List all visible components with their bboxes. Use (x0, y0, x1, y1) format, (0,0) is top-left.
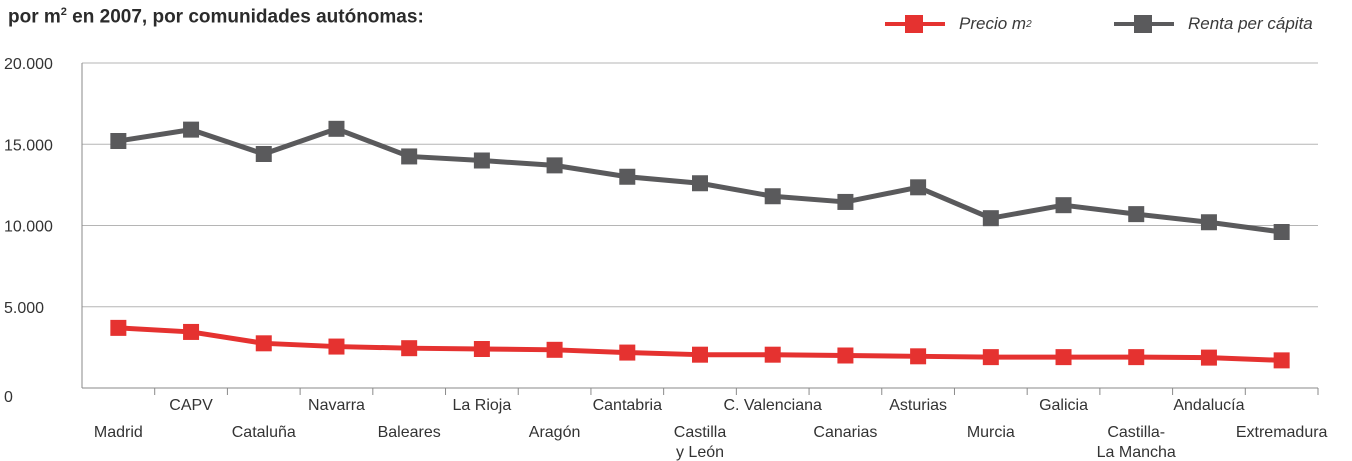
data-point-renta (764, 188, 781, 205)
data-point-renta (692, 175, 708, 192)
data-point-renta (255, 146, 272, 162)
x-tick-label: Cantabria (593, 397, 662, 414)
title-prefix: por m (8, 6, 61, 28)
y-tick-label: 15.000 (4, 137, 53, 154)
data-point-precio (1200, 349, 1217, 366)
x-tick-label: La Mancha (1097, 444, 1176, 461)
data-point-renta (1273, 224, 1290, 240)
y-tick-label: 0 (4, 389, 13, 406)
legend-item-renta: Renta per cápita (1114, 9, 1313, 39)
y-tick-label: 5.000 (4, 300, 44, 317)
data-point-precio (837, 347, 854, 364)
data-point-precio (1273, 352, 1290, 369)
data-point-renta (1200, 214, 1217, 231)
x-tick-label: Extremadura (1236, 424, 1328, 441)
x-tick-label: Canarias (813, 424, 877, 441)
x-tick-label: CAPV (169, 397, 213, 414)
x-tick-label: Castilla- (1107, 424, 1165, 441)
data-point-precio (910, 348, 927, 365)
data-point-precio (764, 346, 781, 363)
data-point-precio (401, 340, 418, 357)
data-point-precio (982, 349, 999, 366)
y-tick-label: 10.000 (4, 219, 53, 236)
data-point-precio (546, 341, 563, 358)
x-tick-label: Asturias (889, 397, 947, 414)
data-point-renta (183, 121, 200, 138)
x-tick-label: Cataluña (232, 424, 296, 441)
data-point-renta (982, 210, 999, 227)
data-point-renta (110, 133, 127, 149)
legend-label-precio-sup: 2 (1026, 18, 1032, 30)
x-tick-label: Madrid (94, 424, 143, 441)
data-point-renta (910, 179, 927, 196)
data-point-renta (619, 168, 636, 185)
x-tick-label: Navarra (308, 397, 365, 414)
data-point-precio (328, 338, 345, 355)
legend-label-precio: Precio m (959, 14, 1027, 33)
data-point-renta (328, 120, 345, 137)
title-rest: en 2007, por comunidades autónomas: (66, 6, 424, 28)
legend-label-renta: Renta per cápita (1188, 14, 1313, 33)
data-point-precio (1055, 349, 1072, 366)
x-tick-label: La Rioja (453, 397, 512, 414)
legend-swatch-precio (885, 15, 945, 33)
x-tick-label: y León (676, 444, 724, 461)
x-tick-label: C. Valenciana (723, 397, 822, 414)
data-point-precio (473, 341, 490, 357)
data-point-precio (183, 323, 200, 340)
chart-title: por m2 en 2007, por comunidades autónoma… (8, 6, 424, 28)
y-tick-label: 20.000 (4, 56, 53, 73)
data-point-precio (619, 344, 636, 361)
data-point-precio (110, 319, 127, 336)
x-tick-label: Aragón (529, 424, 581, 441)
data-point-renta (546, 157, 563, 174)
x-tick-label: Murcia (967, 424, 1015, 441)
data-point-renta (837, 193, 854, 210)
data-point-precio (255, 335, 272, 352)
data-point-renta (1128, 206, 1145, 223)
x-tick-label: Andalucía (1173, 397, 1244, 414)
data-point-renta (473, 152, 490, 169)
x-tick-label: Galicia (1039, 397, 1088, 414)
title-superscript: 2 (60, 6, 67, 18)
legend-swatch-renta (1114, 15, 1174, 33)
x-tick-label: Baleares (378, 424, 441, 441)
data-point-precio (692, 346, 708, 363)
x-tick-label: Castilla (674, 424, 727, 441)
data-point-renta (1055, 197, 1072, 214)
data-point-renta (401, 148, 418, 165)
data-point-precio (1128, 349, 1145, 366)
